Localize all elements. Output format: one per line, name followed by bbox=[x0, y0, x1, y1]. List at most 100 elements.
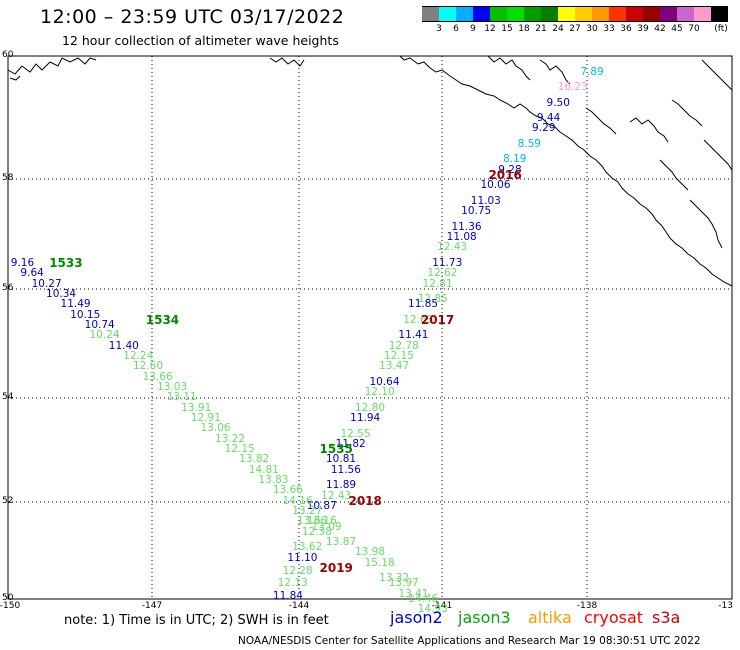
legend-swatch bbox=[456, 6, 473, 22]
wave-height-label: 11.89 bbox=[326, 478, 357, 491]
legend-tick-label: 15 bbox=[501, 24, 513, 34]
wave-height-label: 16.23 bbox=[557, 80, 588, 93]
legend-tick-label: 6 bbox=[453, 24, 459, 34]
wave-height-label: 11.49 bbox=[60, 297, 91, 310]
wave-height-label: 12.60 bbox=[132, 360, 163, 373]
wave-height-label: 12.62 bbox=[427, 266, 458, 279]
wave-height-label: 11.36 bbox=[451, 220, 482, 233]
wave-height-label: 12.43 bbox=[321, 489, 352, 502]
longitude-label: -13 bbox=[718, 601, 733, 611]
legend-tick-label: 30 bbox=[586, 24, 598, 34]
wave-height-label: 13.97 bbox=[388, 577, 419, 590]
satellite-name-jason2: jason2 bbox=[390, 608, 443, 627]
wave-height-label: 13.98 bbox=[354, 546, 386, 559]
latitude-label: 50 bbox=[2, 593, 14, 603]
legend-tick-label: 24 bbox=[552, 24, 564, 34]
pass-number-label: 2016 bbox=[488, 167, 522, 182]
wave-height-label: 13.11 bbox=[166, 391, 197, 404]
wave-height-label: 12.85 bbox=[417, 292, 448, 305]
legend-swatch bbox=[609, 6, 626, 22]
wave-height-label: 13.66 bbox=[272, 484, 303, 497]
wave-height-label: 13.09 bbox=[311, 520, 342, 533]
wave-height-label: 10.87 bbox=[306, 499, 337, 512]
wave-height-label: 13.66 bbox=[297, 515, 328, 528]
legend-tick-label: 21 bbox=[535, 24, 547, 34]
wave-height-label: 12.63 bbox=[403, 313, 434, 326]
wave-height-label: 9.50 bbox=[546, 96, 570, 109]
wave-height-label: 13.62 bbox=[292, 541, 323, 554]
wave-height-label: 11.40 bbox=[108, 339, 139, 352]
longitude-label: -144 bbox=[288, 601, 310, 611]
legend-tick-label: 70 bbox=[688, 24, 700, 34]
wave-height-label: 12.15 bbox=[383, 349, 414, 362]
latitude-label: 60 bbox=[2, 50, 14, 60]
wave-height-label: 12.15 bbox=[224, 442, 255, 455]
wave-height-label: 9.44 bbox=[536, 111, 561, 124]
wave-height-label: 8.59 bbox=[517, 137, 541, 150]
map-frame bbox=[7, 55, 733, 600]
wave-height-label: 10.06 bbox=[480, 179, 511, 192]
satellite-name-cryosat: cryosat bbox=[584, 608, 644, 627]
wave-height-label: 9.64 bbox=[20, 266, 44, 279]
wave-height-label: 8.19 bbox=[503, 153, 527, 166]
satellite-name-jason3: jason3 bbox=[458, 608, 511, 627]
wave-height-label: 10.64 bbox=[369, 375, 400, 388]
wave-height-label: 7.89 bbox=[580, 65, 604, 78]
wave-height-label: 10.24 bbox=[89, 329, 120, 341]
wave-height-label: 13.87 bbox=[326, 535, 357, 548]
latitude-label: 54 bbox=[2, 392, 14, 402]
pass-number-label: 2017 bbox=[420, 312, 455, 327]
wave-height-label: 13.06 bbox=[200, 422, 231, 435]
longitude-label: -147 bbox=[141, 601, 163, 611]
wave-height-label: 12.10 bbox=[364, 385, 395, 398]
page-title: 12:00 – 23:59 UTC 03/17/2022 bbox=[40, 6, 345, 28]
wave-height-label: 13.22 bbox=[214, 432, 246, 445]
wave-height-label: 11.56 bbox=[330, 463, 361, 476]
wave-height-label: 9.29 bbox=[532, 122, 556, 135]
legend-tick-label: 36 bbox=[620, 24, 632, 34]
wave-height-label: 11.84 bbox=[272, 590, 303, 603]
wave-height-label: 12.80 bbox=[354, 401, 386, 414]
wave-height-label: 12.38 bbox=[301, 525, 332, 538]
latitude-label: 56 bbox=[2, 283, 14, 293]
wave-height-label: 12.78 bbox=[388, 339, 419, 352]
wave-height-label: 9.28 bbox=[498, 163, 522, 176]
wave-height-label: 12.13 bbox=[277, 577, 308, 590]
legend-swatch bbox=[439, 6, 456, 22]
footer-note: note: 1) Time is in UTC; 2) SWH is in fe… bbox=[64, 613, 329, 628]
longitude-label: -150 bbox=[0, 601, 21, 611]
wave-height-label: 10.75 bbox=[461, 204, 492, 217]
wave-height-label: 13.47 bbox=[379, 360, 410, 373]
pass-number-label: 1534 bbox=[145, 312, 180, 327]
legend-swatch bbox=[524, 6, 541, 22]
coastline bbox=[7, 55, 733, 287]
wave-height-label: 11.85 bbox=[408, 297, 439, 310]
legend-swatch bbox=[592, 6, 609, 22]
wave-height-label: 11.10 bbox=[287, 551, 318, 564]
wave-height-label: 13.03 bbox=[157, 380, 188, 393]
satellite-name-altika: altika bbox=[528, 608, 572, 627]
wave-height-label: 13.83 bbox=[258, 473, 289, 486]
wave-height-label: 13.66 bbox=[142, 370, 173, 383]
latitude-label: 58 bbox=[2, 173, 14, 183]
wave-height-label: 9.16 bbox=[10, 256, 35, 269]
legend-tick-label: 45 bbox=[671, 24, 683, 34]
wave-height-label: 14.93 bbox=[417, 603, 448, 616]
wave-height-label: 12.28 bbox=[282, 564, 313, 577]
legend-tick-label: 27 bbox=[569, 24, 581, 34]
legend-swatch bbox=[507, 6, 524, 22]
wave-height-label: 11.94 bbox=[350, 411, 381, 424]
satellite-name-s3a: s3a bbox=[652, 608, 681, 627]
legend-tick-label: 39 bbox=[637, 24, 649, 34]
legend-tick-label: 42 bbox=[654, 24, 666, 34]
wave-height-label: 12.43 bbox=[437, 241, 468, 254]
wave-height-label: 13.16 bbox=[306, 515, 337, 528]
wave-height-label: 14.46 bbox=[408, 592, 439, 605]
grid-lines bbox=[8, 56, 732, 599]
wave-height-label: 12.81 bbox=[422, 277, 453, 290]
legend-swatch bbox=[626, 6, 643, 22]
page-subtitle: 12 hour collection of altimeter wave hei… bbox=[62, 33, 339, 48]
wave-height-label: 10.81 bbox=[326, 453, 357, 466]
